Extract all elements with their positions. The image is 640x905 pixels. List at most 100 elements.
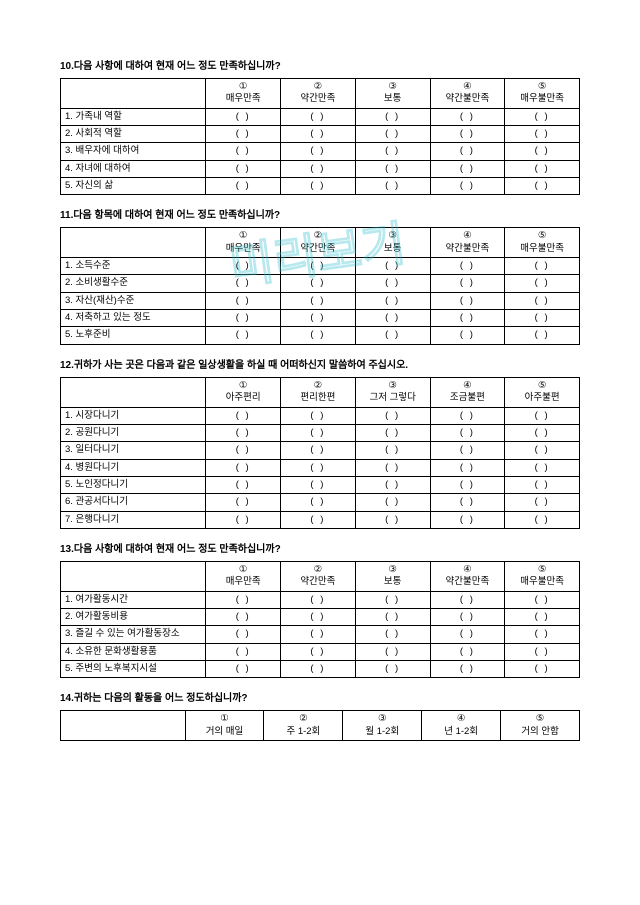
answer-cell[interactable]: ( ) [206,494,281,511]
answer-cell[interactable]: ( ) [281,275,356,292]
answer-cell[interactable]: ( ) [281,292,356,309]
answer-cell[interactable]: ( ) [206,591,281,608]
answer-cell[interactable]: ( ) [430,511,505,528]
answer-cell[interactable]: ( ) [355,275,430,292]
answer-cell[interactable]: ( ) [355,108,430,125]
answer-cell[interactable]: ( ) [355,643,430,660]
answer-cell[interactable]: ( ) [206,310,281,327]
answer-cell[interactable]: ( ) [206,275,281,292]
answer-cell[interactable]: ( ) [281,178,356,195]
answer-cell[interactable]: ( ) [505,494,580,511]
answer-cell[interactable]: ( ) [430,143,505,160]
answer-cell[interactable]: ( ) [505,626,580,643]
answer-cell[interactable]: ( ) [206,160,281,177]
answer-cell[interactable]: ( ) [355,126,430,143]
answer-cell[interactable]: ( ) [355,143,430,160]
answer-cell[interactable]: ( ) [430,310,505,327]
answer-cell[interactable]: ( ) [505,310,580,327]
answer-cell[interactable]: ( ) [281,108,356,125]
answer-cell[interactable]: ( ) [206,626,281,643]
answer-cell[interactable]: ( ) [430,160,505,177]
answer-cell[interactable]: ( ) [430,424,505,441]
answer-cell[interactable]: ( ) [505,643,580,660]
answer-cell[interactable]: ( ) [281,424,356,441]
answer-cell[interactable]: ( ) [430,407,505,424]
answer-cell[interactable]: ( ) [206,442,281,459]
answer-cell[interactable]: ( ) [206,407,281,424]
answer-cell[interactable]: ( ) [206,476,281,493]
answer-cell[interactable]: ( ) [430,660,505,677]
answer-cell[interactable]: ( ) [355,327,430,344]
answer-cell[interactable]: ( ) [206,292,281,309]
answer-cell[interactable]: ( ) [206,424,281,441]
answer-cell[interactable]: ( ) [355,160,430,177]
answer-cell[interactable]: ( ) [281,511,356,528]
answer-cell[interactable]: ( ) [505,511,580,528]
answer-cell[interactable]: ( ) [505,275,580,292]
answer-cell[interactable]: ( ) [206,643,281,660]
answer-cell[interactable]: ( ) [355,511,430,528]
answer-cell[interactable]: ( ) [281,327,356,344]
answer-cell[interactable]: ( ) [430,327,505,344]
answer-cell[interactable]: ( ) [355,660,430,677]
answer-cell[interactable]: ( ) [430,108,505,125]
answer-cell[interactable]: ( ) [505,442,580,459]
answer-cell[interactable]: ( ) [505,660,580,677]
answer-cell[interactable]: ( ) [430,442,505,459]
answer-cell[interactable]: ( ) [206,459,281,476]
answer-cell[interactable]: ( ) [281,442,356,459]
answer-cell[interactable]: ( ) [281,143,356,160]
answer-cell[interactable]: ( ) [430,626,505,643]
answer-cell[interactable]: ( ) [355,424,430,441]
answer-cell[interactable]: ( ) [430,178,505,195]
answer-cell[interactable]: ( ) [281,660,356,677]
answer-cell[interactable]: ( ) [505,459,580,476]
answer-cell[interactable]: ( ) [505,407,580,424]
answer-cell[interactable]: ( ) [505,591,580,608]
answer-cell[interactable]: ( ) [505,160,580,177]
answer-cell[interactable]: ( ) [206,608,281,625]
answer-cell[interactable]: ( ) [355,608,430,625]
answer-cell[interactable]: ( ) [430,292,505,309]
answer-cell[interactable]: ( ) [355,310,430,327]
answer-cell[interactable]: ( ) [505,424,580,441]
answer-cell[interactable]: ( ) [355,591,430,608]
answer-cell[interactable]: ( ) [206,178,281,195]
answer-cell[interactable]: ( ) [206,660,281,677]
answer-cell[interactable]: ( ) [505,108,580,125]
answer-cell[interactable]: ( ) [505,327,580,344]
answer-cell[interactable]: ( ) [505,143,580,160]
answer-cell[interactable]: ( ) [505,608,580,625]
answer-cell[interactable]: ( ) [281,407,356,424]
answer-cell[interactable]: ( ) [281,608,356,625]
answer-cell[interactable]: ( ) [430,591,505,608]
answer-cell[interactable]: ( ) [355,494,430,511]
answer-cell[interactable]: ( ) [206,327,281,344]
answer-cell[interactable]: ( ) [505,258,580,275]
answer-cell[interactable]: ( ) [206,143,281,160]
answer-cell[interactable]: ( ) [281,126,356,143]
answer-cell[interactable]: ( ) [355,178,430,195]
answer-cell[interactable]: ( ) [281,459,356,476]
answer-cell[interactable]: ( ) [281,494,356,511]
answer-cell[interactable]: ( ) [430,275,505,292]
answer-cell[interactable]: ( ) [355,476,430,493]
answer-cell[interactable]: ( ) [206,511,281,528]
answer-cell[interactable]: ( ) [355,407,430,424]
answer-cell[interactable]: ( ) [281,476,356,493]
answer-cell[interactable]: ( ) [355,258,430,275]
answer-cell[interactable]: ( ) [430,476,505,493]
answer-cell[interactable]: ( ) [430,459,505,476]
answer-cell[interactable]: ( ) [505,178,580,195]
answer-cell[interactable]: ( ) [355,442,430,459]
answer-cell[interactable]: ( ) [430,643,505,660]
answer-cell[interactable]: ( ) [505,126,580,143]
answer-cell[interactable]: ( ) [281,591,356,608]
answer-cell[interactable]: ( ) [355,626,430,643]
answer-cell[interactable]: ( ) [430,608,505,625]
answer-cell[interactable]: ( ) [281,160,356,177]
answer-cell[interactable]: ( ) [206,108,281,125]
answer-cell[interactable]: ( ) [206,258,281,275]
answer-cell[interactable]: ( ) [430,258,505,275]
answer-cell[interactable]: ( ) [505,476,580,493]
